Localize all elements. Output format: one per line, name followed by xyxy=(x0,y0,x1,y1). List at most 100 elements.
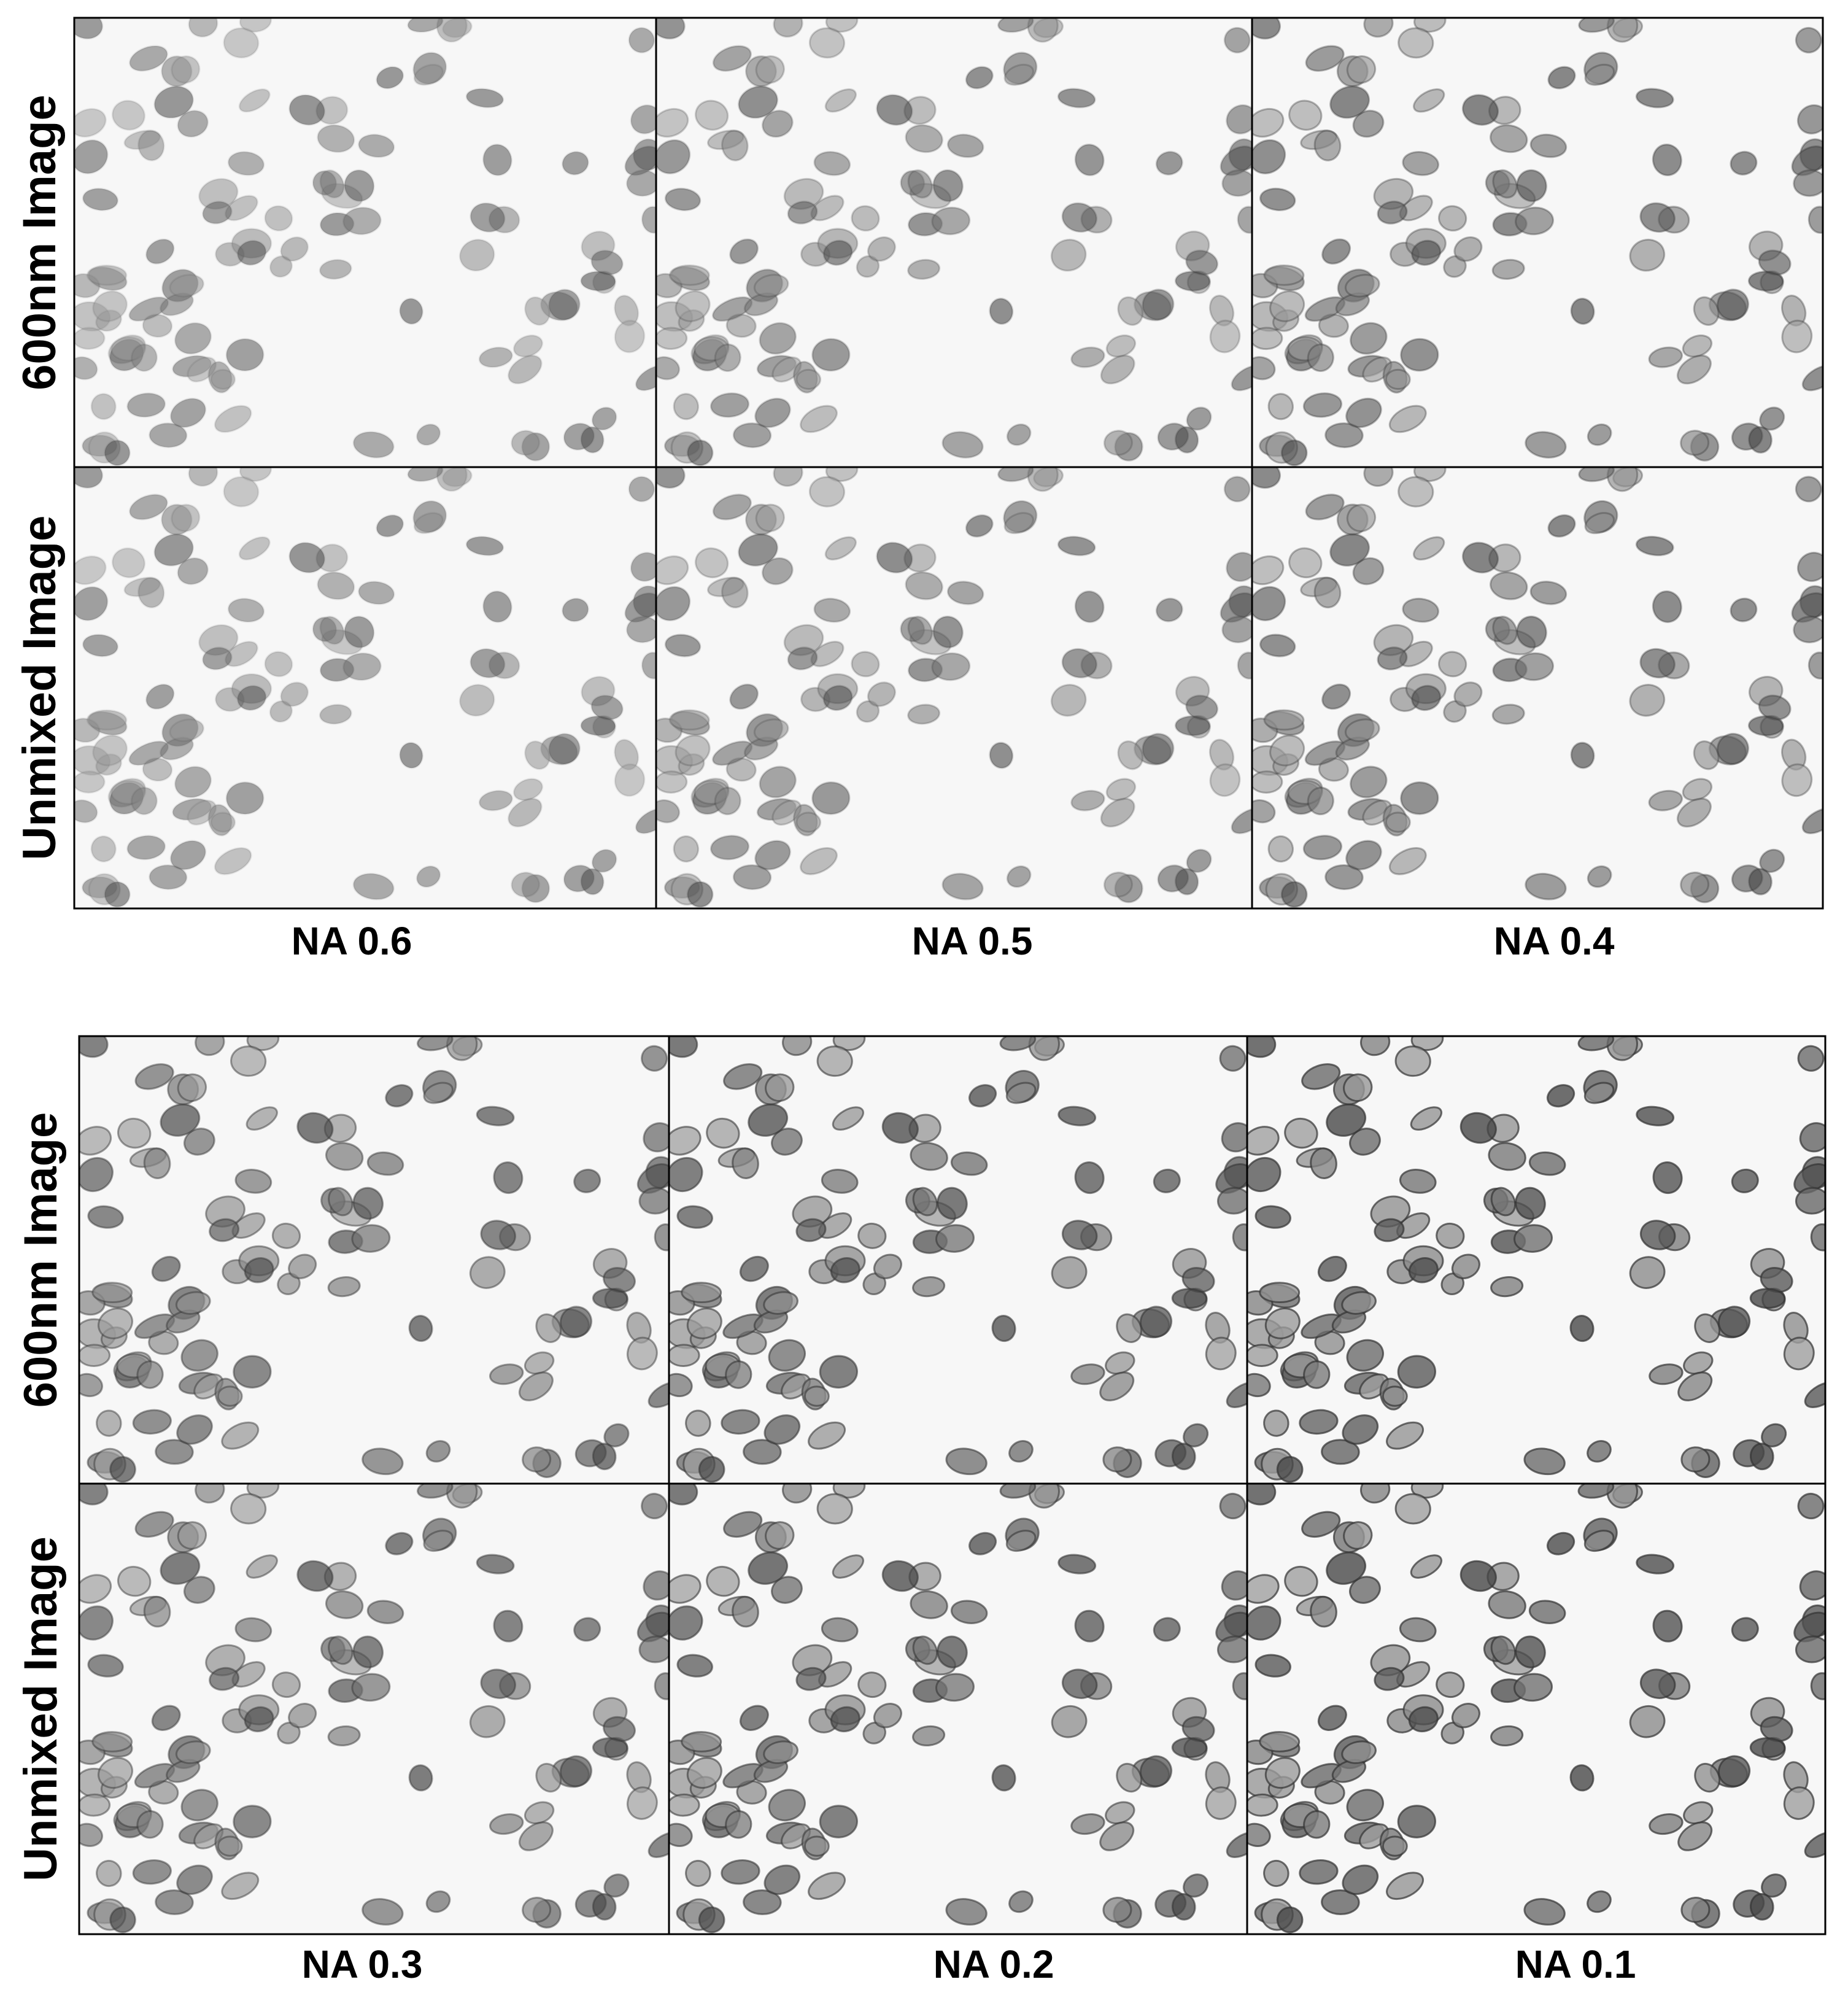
nucleus xyxy=(573,1617,601,1642)
nucleus xyxy=(1057,535,1096,557)
nucleus xyxy=(771,799,802,826)
nucleus xyxy=(1649,1813,1684,1835)
nucleus xyxy=(1761,1423,1787,1447)
nucleus xyxy=(183,1576,215,1604)
nucleus xyxy=(1408,1257,1439,1284)
nucleus xyxy=(1205,1336,1237,1371)
nucleus xyxy=(1547,66,1576,90)
nucleus xyxy=(1682,334,1713,358)
nucleus xyxy=(1099,1821,1135,1851)
nucleus xyxy=(965,514,994,538)
nucleus xyxy=(1061,648,1098,679)
nucleus xyxy=(822,239,853,266)
nucleus xyxy=(465,535,505,557)
nucleus xyxy=(1247,1126,1280,1156)
nucleus xyxy=(1731,1617,1759,1642)
nucleus xyxy=(686,439,714,467)
nucleus xyxy=(366,1151,404,1176)
nucleus xyxy=(1221,1570,1247,1601)
nucleus xyxy=(352,1187,384,1220)
nucleus xyxy=(1461,541,1499,574)
nucleus xyxy=(648,1381,669,1408)
nucleus xyxy=(1639,1220,1676,1250)
nucleus xyxy=(676,1205,713,1229)
nucleus xyxy=(1694,1313,1721,1343)
nucleus xyxy=(1374,1218,1405,1242)
nucleus xyxy=(754,840,791,870)
nucleus xyxy=(1397,1355,1437,1389)
nucleus xyxy=(296,1112,334,1144)
nucleus xyxy=(991,1315,1016,1342)
nucleus xyxy=(92,290,128,322)
nucleus xyxy=(1587,1440,1612,1463)
nucleus xyxy=(1116,1313,1143,1343)
nucleus xyxy=(669,1822,693,1847)
nucleus xyxy=(686,1307,722,1339)
nucleus xyxy=(656,586,691,621)
nucleus xyxy=(912,1725,946,1746)
nucleus xyxy=(1006,865,1032,888)
nucleus xyxy=(1783,1336,1815,1371)
nucleus xyxy=(264,205,293,232)
nucleus xyxy=(136,1810,164,1839)
nucleus xyxy=(946,133,984,158)
nucleus xyxy=(151,1705,181,1731)
nucleus xyxy=(1237,206,1252,234)
nucleus xyxy=(628,476,655,503)
nucleus xyxy=(221,1421,260,1450)
nucleus xyxy=(234,1617,273,1643)
nucleus xyxy=(104,439,131,467)
nucleus xyxy=(1237,651,1252,680)
nucleus xyxy=(1305,494,1345,521)
nucleus xyxy=(117,1117,152,1149)
nucleus xyxy=(1117,740,1144,770)
nucleus xyxy=(1693,296,1720,326)
nucleus xyxy=(830,1706,860,1733)
nucleus xyxy=(480,1220,516,1250)
nucleus xyxy=(824,536,857,561)
nucleus xyxy=(1174,271,1211,292)
nucleus xyxy=(1410,1106,1442,1131)
nucleus xyxy=(1490,1725,1524,1746)
nucleus xyxy=(787,200,818,225)
nucleus xyxy=(941,431,984,459)
nucleus xyxy=(169,840,207,870)
nucleus xyxy=(675,734,711,767)
nucleus xyxy=(1302,392,1343,418)
nucleus xyxy=(931,206,971,236)
nucleus xyxy=(1791,145,1823,176)
nucleus xyxy=(1639,648,1676,679)
nucleus xyxy=(821,1617,859,1643)
nucleus xyxy=(230,1493,267,1525)
nucleus xyxy=(803,1385,830,1407)
nucleus xyxy=(989,297,1014,325)
nucleus xyxy=(357,581,395,605)
nucleus xyxy=(245,1554,278,1579)
nucleus xyxy=(74,770,106,794)
nucleus xyxy=(478,789,513,811)
nucleus xyxy=(1436,1671,1465,1698)
nucleus xyxy=(1343,1073,1373,1102)
nucleus xyxy=(635,807,656,834)
nucleus xyxy=(1516,615,1547,649)
nucleus xyxy=(738,533,779,567)
nucleus xyxy=(476,1106,515,1126)
nucleus xyxy=(1410,1036,1444,1051)
nucleus xyxy=(319,258,352,280)
nucleus xyxy=(1247,1822,1271,1847)
nucleus xyxy=(816,1493,853,1525)
nucleus xyxy=(210,368,236,390)
nucleus xyxy=(1324,422,1364,449)
nucleus xyxy=(732,1147,759,1179)
nucleus xyxy=(907,258,941,280)
nucleus xyxy=(244,1257,274,1284)
nucleus xyxy=(1264,1307,1301,1339)
nucleus xyxy=(1344,274,1380,298)
nucleus xyxy=(518,1371,554,1401)
nucleus xyxy=(1155,150,1183,176)
nucleus xyxy=(130,343,158,372)
nucleus xyxy=(342,206,382,236)
nucleus xyxy=(277,1721,301,1745)
nucleus xyxy=(1359,1036,1391,1056)
nucleus xyxy=(1761,1873,1787,1898)
